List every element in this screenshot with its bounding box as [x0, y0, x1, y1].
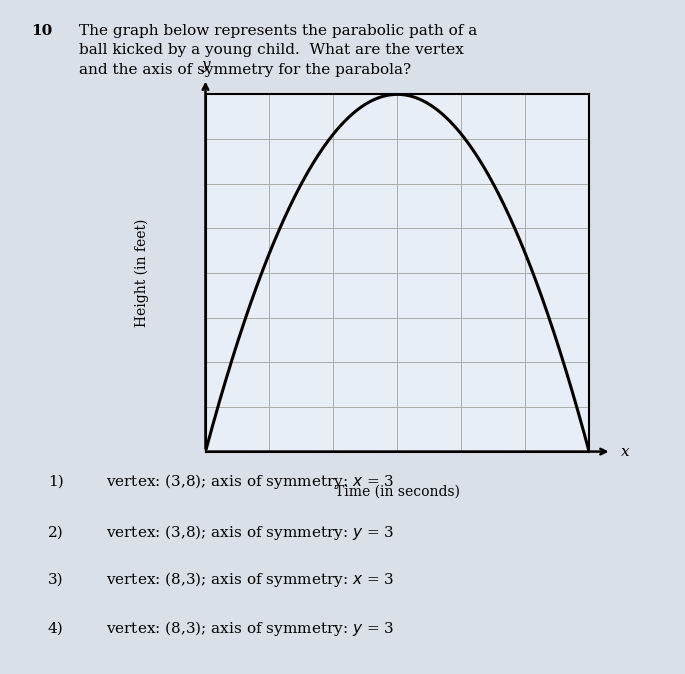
Text: vertex: (8,3); axis of symmetry: $y$ = 3: vertex: (8,3); axis of symmetry: $y$ = 3 [106, 619, 395, 638]
Text: 1): 1) [48, 475, 64, 489]
Text: The graph below represents the parabolic path of a
ball kicked by a young child.: The graph below represents the parabolic… [79, 24, 477, 77]
Text: Height (in feet): Height (in feet) [134, 219, 149, 327]
Text: vertex: (3,8); axis of symmetry: $y$ = 3: vertex: (3,8); axis of symmetry: $y$ = 3 [106, 523, 395, 542]
Text: 4): 4) [48, 621, 64, 635]
Text: 10: 10 [31, 24, 52, 38]
Text: vertex: (3,8); axis of symmetry: $x$ = 3: vertex: (3,8); axis of symmetry: $x$ = 3 [106, 472, 395, 491]
Text: y: y [201, 58, 210, 72]
Text: 2): 2) [48, 526, 64, 539]
Text: x: x [621, 445, 630, 458]
Text: Time (in seconds): Time (in seconds) [335, 485, 460, 499]
Text: 3): 3) [48, 573, 64, 586]
Text: vertex: (8,3); axis of symmetry: $x$ = 3: vertex: (8,3); axis of symmetry: $x$ = 3 [106, 570, 395, 589]
